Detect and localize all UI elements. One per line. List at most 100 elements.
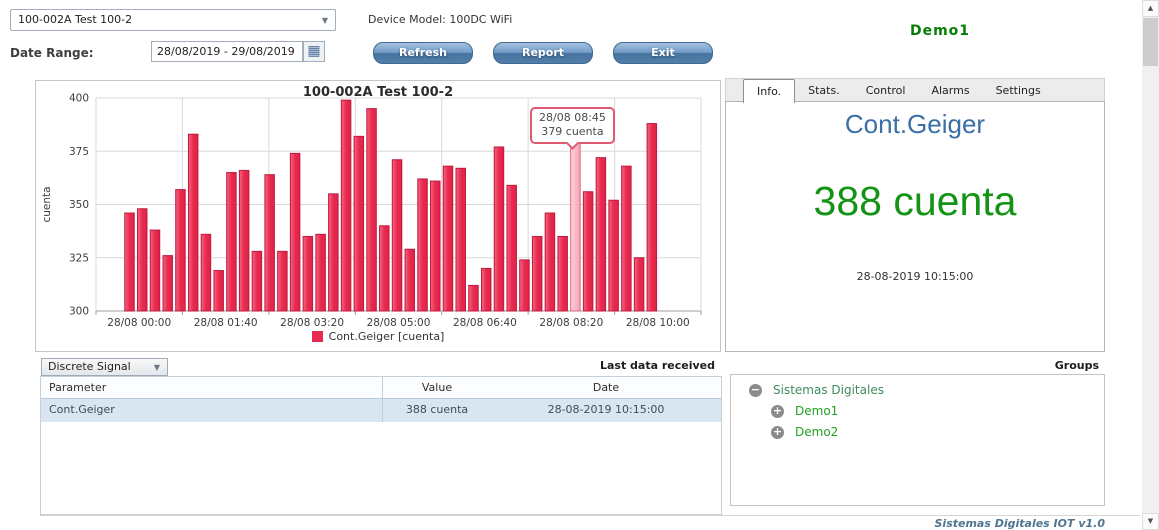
chart-bar[interactable] xyxy=(468,284,479,312)
tree-root-label: Sistemas Digitales xyxy=(773,383,884,397)
svg-text:28/08 10:00: 28/08 10:00 xyxy=(626,317,690,327)
chart-bar[interactable] xyxy=(430,180,441,312)
chart-bar[interactable] xyxy=(264,174,275,312)
current-value: 388 cuenta xyxy=(813,178,1017,224)
tree-node-demo2[interactable]: + Demo2 xyxy=(771,425,838,439)
chart-bar[interactable] xyxy=(136,208,148,312)
tree-child-label: Demo1 xyxy=(795,404,839,418)
chart-bar[interactable] xyxy=(391,159,403,312)
groups-panel: − Sistemas Digitales + Demo1 + Demo2 xyxy=(730,374,1105,506)
chart-bar[interactable] xyxy=(238,169,250,312)
chart-plot[interactable]: 300 325 350 375 400 28/08 00:00 28/08 01:40 28/… xyxy=(36,81,720,327)
chart-bar[interactable] xyxy=(570,142,581,312)
column-header-date: Date xyxy=(592,381,620,394)
tab-control[interactable]: Control xyxy=(865,84,906,97)
chart-bar[interactable] xyxy=(175,189,186,312)
tree-node-root[interactable]: − Sistemas Digitales xyxy=(749,383,884,397)
signal-type-value: Discrete Signal xyxy=(48,360,131,373)
chart-bar[interactable] xyxy=(582,191,594,312)
chart-bar[interactable] xyxy=(149,229,161,312)
tab-stats[interactable]: Stats. xyxy=(808,84,840,97)
svg-text:28/08 01:40: 28/08 01:40 xyxy=(194,317,258,327)
tab-alarms[interactable]: Alarms xyxy=(931,84,970,97)
signal-type-select[interactable]: Discrete Signal ▼ xyxy=(41,358,168,376)
device-model-label: Device Model: 100DC WiFi xyxy=(368,13,513,26)
chart-bar[interactable] xyxy=(493,146,505,312)
chart-bar[interactable] xyxy=(608,199,619,312)
vertical-scrollbar[interactable]: ▲ ▼ xyxy=(1142,0,1159,530)
active-group-label: Demo1 xyxy=(909,23,971,39)
scroll-up-icon[interactable]: ▲ xyxy=(1142,0,1159,17)
expand-icon[interactable]: + xyxy=(771,424,784,439)
scrollbar-thumb[interactable] xyxy=(1143,18,1158,66)
parameter-name: Cont.Geiger xyxy=(844,109,986,139)
svg-text:400: 400 xyxy=(69,93,89,105)
chart-bar[interactable] xyxy=(289,152,301,312)
collapse-icon[interactable]: − xyxy=(749,382,762,397)
chart-bar[interactable] xyxy=(506,184,517,312)
chart-bar[interactable] xyxy=(480,267,492,312)
chart-bar[interactable] xyxy=(162,255,173,312)
cell-parameter: Cont.Geiger xyxy=(41,399,383,422)
refresh-button[interactable]: Refresh xyxy=(373,42,473,64)
chart-bar[interactable] xyxy=(531,235,543,312)
expand-icon[interactable]: + xyxy=(771,403,784,418)
value-timestamp: 28-08-2019 10:15:00 xyxy=(856,270,974,283)
info-panel: Cont.Geiger 388 cuenta 28-08-2019 10:15:… xyxy=(725,101,1105,352)
chart-bar[interactable] xyxy=(633,257,645,312)
report-button[interactable]: Report xyxy=(493,42,593,64)
chart-bar[interactable] xyxy=(646,123,658,312)
device-select[interactable]: 100-002A Test 100-2 ▼ xyxy=(10,9,336,31)
chart-bar[interactable] xyxy=(379,225,390,312)
svg-text:cuenta: cuenta xyxy=(41,186,53,222)
chart-bar[interactable] xyxy=(187,133,199,312)
chart-bar[interactable] xyxy=(226,172,237,312)
calendar-button[interactable]: ▦ xyxy=(303,41,325,62)
scroll-down-icon[interactable]: ▼ xyxy=(1142,513,1159,530)
svg-text:325: 325 xyxy=(69,252,89,264)
chart-bar[interactable] xyxy=(595,157,607,312)
last-data-table: Parameter Value Date Cont.Geiger 388 cue… xyxy=(40,376,722,515)
chart-bar[interactable] xyxy=(328,193,339,312)
chart-bar[interactable] xyxy=(213,270,224,312)
chart-tooltip: 28/08 08:45 379 cuenta xyxy=(530,107,615,150)
tree-node-demo1[interactable]: + Demo1 xyxy=(771,404,838,418)
chart-bar[interactable] xyxy=(251,250,263,312)
chart-bar[interactable] xyxy=(442,165,454,312)
chart-legend: Cont.Geiger [cuenta] xyxy=(36,330,720,343)
svg-text:300: 300 xyxy=(69,306,89,318)
chart-bar[interactable] xyxy=(455,167,466,312)
footer-divider xyxy=(40,515,1140,516)
legend-swatch xyxy=(311,331,323,342)
exit-button[interactable]: Exit xyxy=(613,42,713,64)
chart-bar[interactable] xyxy=(417,178,428,312)
chart-bar[interactable] xyxy=(124,212,135,312)
svg-text:28/08 03:20: 28/08 03:20 xyxy=(280,317,344,327)
legend-label: Cont.Geiger [cuenta] xyxy=(328,330,445,343)
date-range-input[interactable] xyxy=(151,41,303,62)
calendar-icon: ▦ xyxy=(307,43,321,59)
tab-settings[interactable]: Settings xyxy=(995,84,1041,97)
chart-bar[interactable] xyxy=(200,233,212,312)
chart-bar[interactable] xyxy=(315,233,326,312)
chart-bar[interactable] xyxy=(519,259,530,312)
chart-bar[interactable] xyxy=(277,250,288,312)
chevron-down-icon: ▼ xyxy=(321,16,328,25)
column-header-parameter: Parameter xyxy=(41,377,383,398)
chart-bar[interactable] xyxy=(544,212,556,312)
tooltip-time: 28/08 08:45 xyxy=(539,111,606,124)
info-tabbar: Info. Stats. Control Alarms Settings xyxy=(725,78,1105,103)
svg-text:28/08 00:00: 28/08 00:00 xyxy=(107,317,171,327)
chart-bar[interactable] xyxy=(366,108,377,312)
table-row[interactable]: Cont.Geiger 388 cuenta 28-08-2019 10:15:… xyxy=(41,399,721,422)
chart-bar[interactable] xyxy=(621,165,632,312)
chart-bar[interactable] xyxy=(353,135,365,312)
chart-bar[interactable] xyxy=(302,235,314,312)
chart-bar[interactable] xyxy=(340,99,352,312)
last-data-label: Last data received xyxy=(599,359,715,372)
cell-date: 28-08-2019 10:15:00 xyxy=(547,403,665,416)
chart-bar[interactable] xyxy=(404,248,416,312)
chart-bar[interactable] xyxy=(557,235,568,312)
cell-value: 388 cuenta xyxy=(405,403,469,416)
tab-info[interactable]: Info. xyxy=(743,79,796,103)
